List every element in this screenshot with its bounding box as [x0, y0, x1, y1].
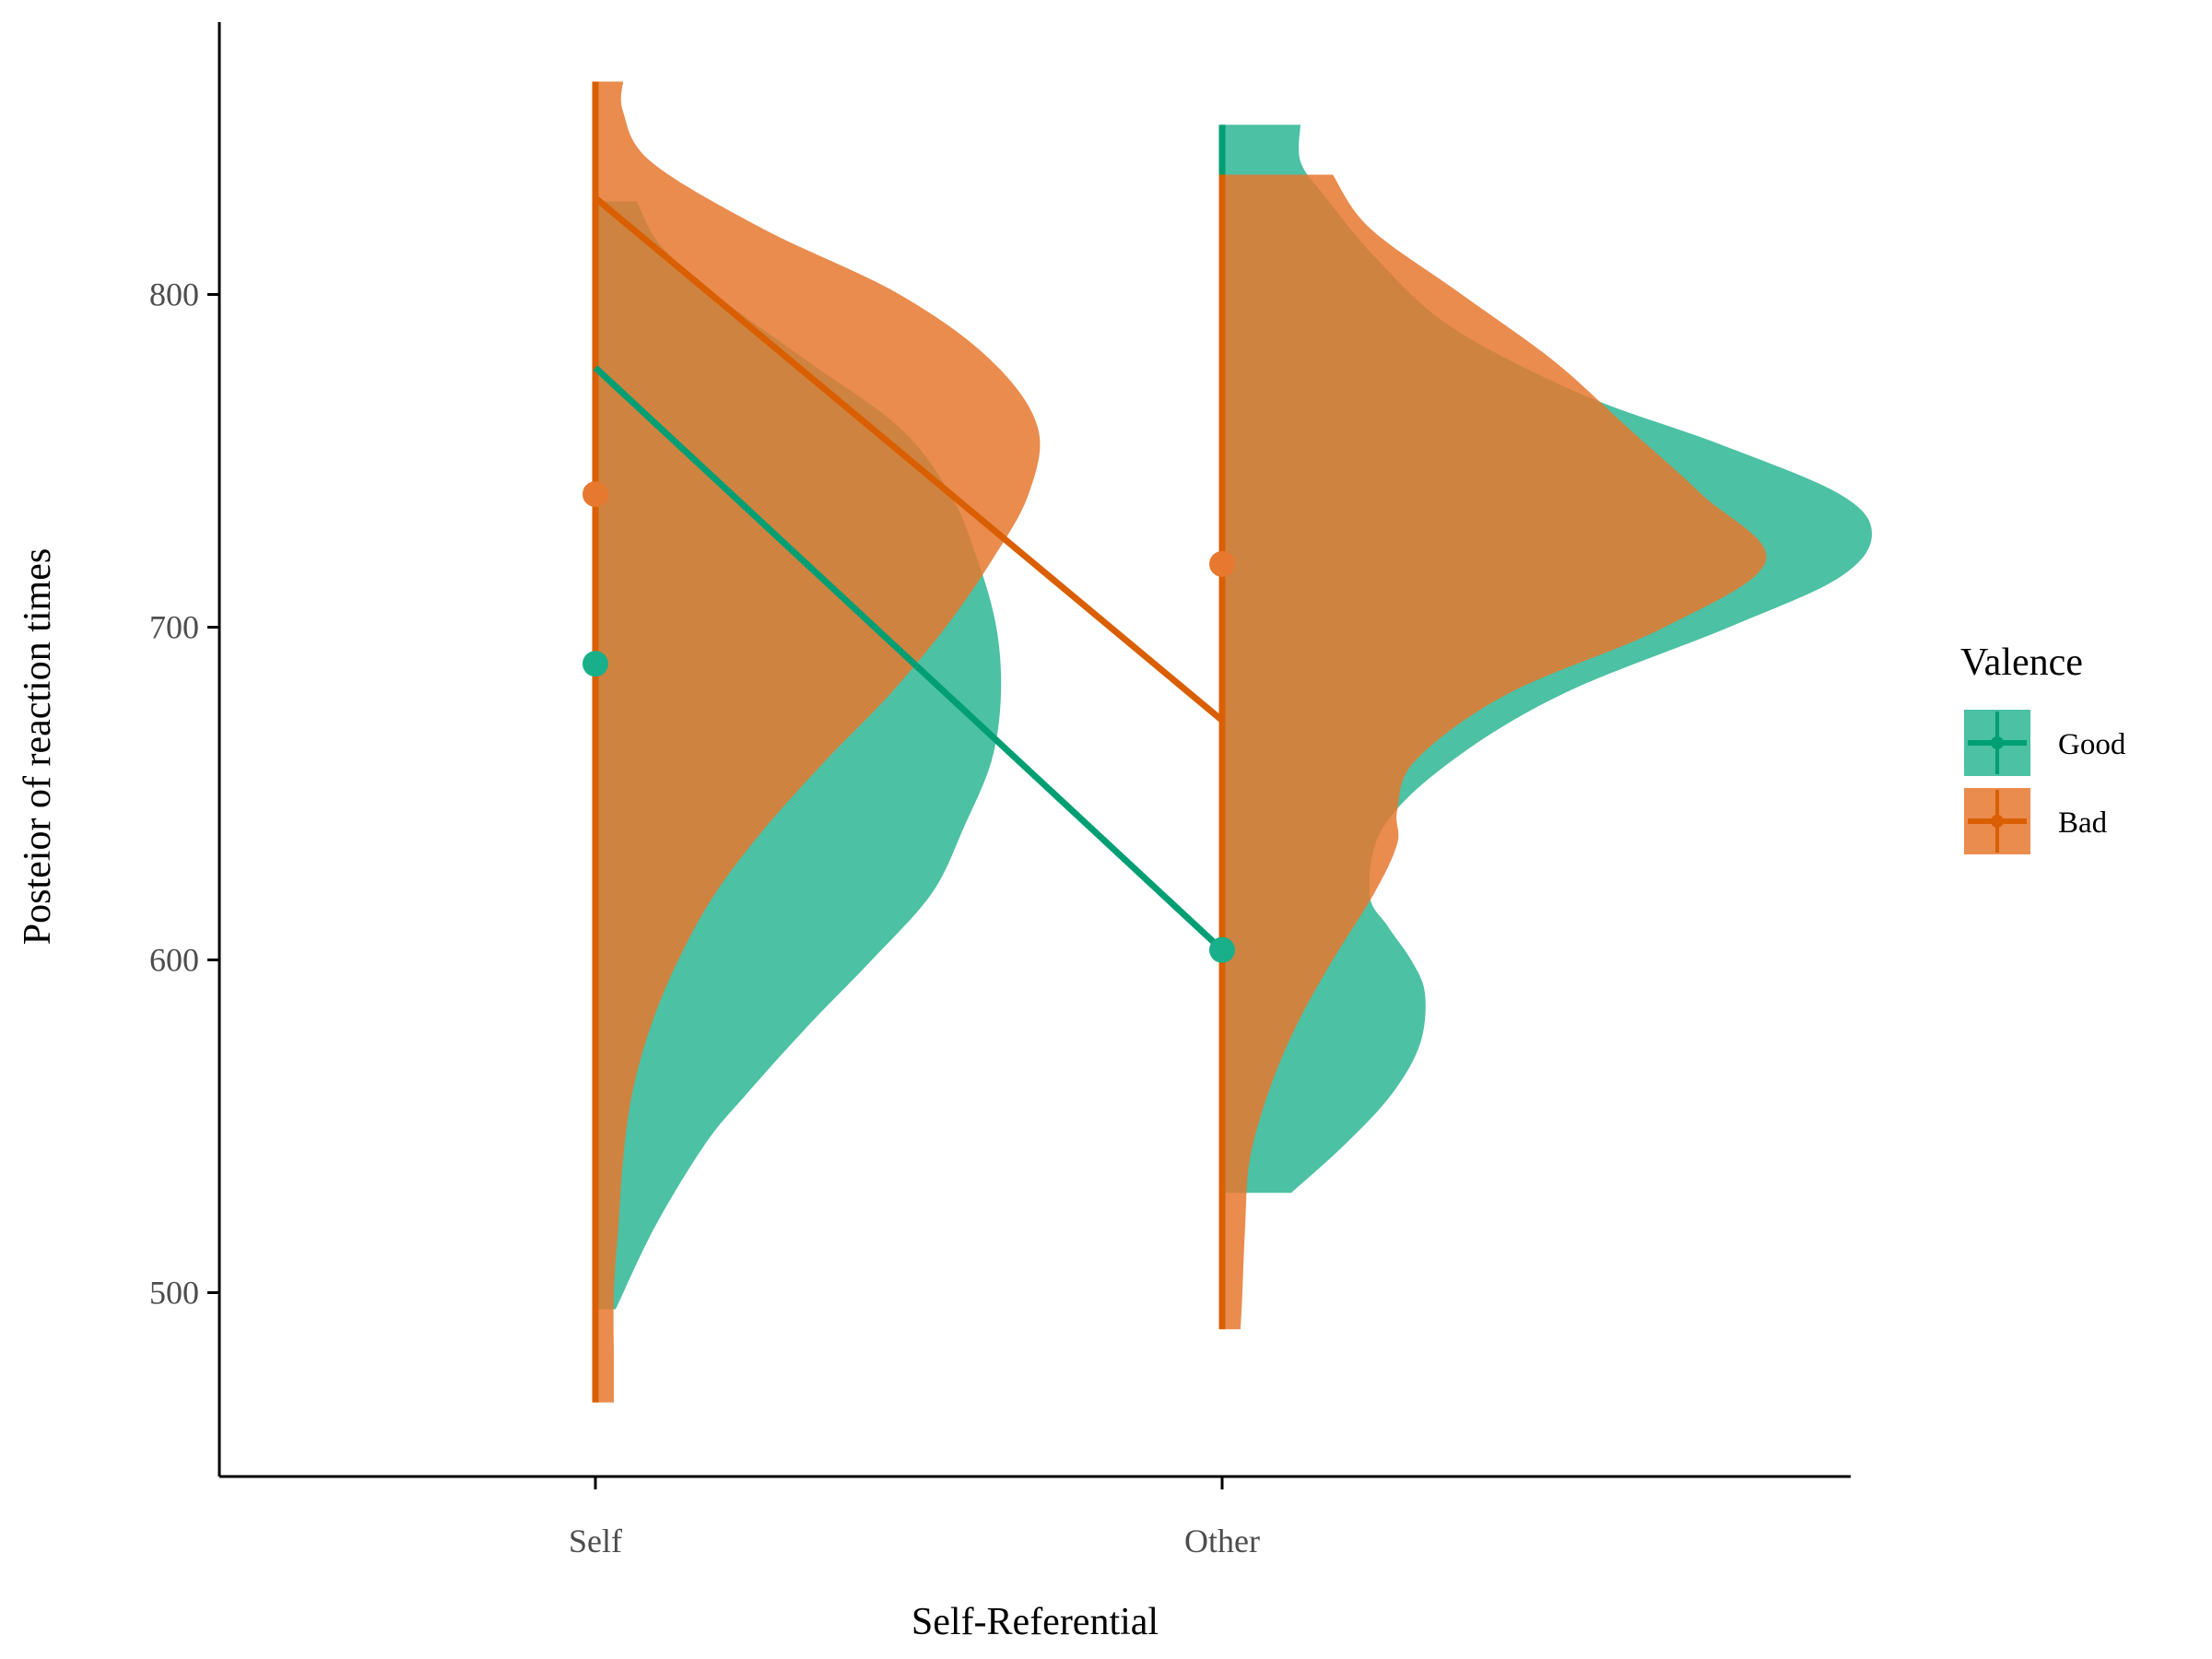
line-good — [593, 365, 1225, 953]
y-axis-title: Posteior of reaction times — [17, 548, 59, 945]
x-tick-label-self: Self — [569, 1523, 622, 1559]
x-axis-title: Self-Referential — [912, 1601, 1159, 1643]
violin-layer — [595, 81, 1872, 1403]
legend-key-point-good — [1991, 736, 2004, 749]
mean-point-good-self — [582, 651, 608, 677]
mean-point-good-other — [1209, 936, 1235, 963]
violin-bad-other — [1222, 174, 1767, 1330]
mean-point-layer — [582, 481, 1235, 963]
y-tick-label-800: 800 — [149, 276, 199, 313]
legend: Valence Good Bad — [1960, 641, 2126, 854]
legend-entry-bad: Bad — [1964, 788, 2108, 854]
x-axis-ticks: Self Other — [569, 1477, 1260, 1559]
y-tick-label-700: 700 — [149, 609, 199, 646]
legend-entry-good: Good — [1964, 710, 2126, 776]
mean-line-layer — [593, 195, 1225, 953]
legend-title: Valence — [1960, 641, 2083, 684]
legend-key-point-bad — [1991, 815, 2004, 828]
legend-label-good: Good — [2058, 728, 2126, 761]
violin-bad-self — [595, 81, 1041, 1403]
interval-layer — [592, 81, 1226, 1403]
mean-point-bad-other — [1209, 550, 1235, 577]
x-tick-label-other: Other — [1184, 1523, 1260, 1559]
line-bad — [593, 195, 1225, 724]
y-tick-label-600: 600 — [149, 942, 199, 979]
legend-label-bad: Bad — [2058, 806, 2108, 840]
y-tick-label-500: 500 — [149, 1275, 199, 1312]
mean-point-bad-self — [582, 481, 608, 508]
y-axis-ticks: 500 600 700 800 — [149, 276, 219, 1312]
